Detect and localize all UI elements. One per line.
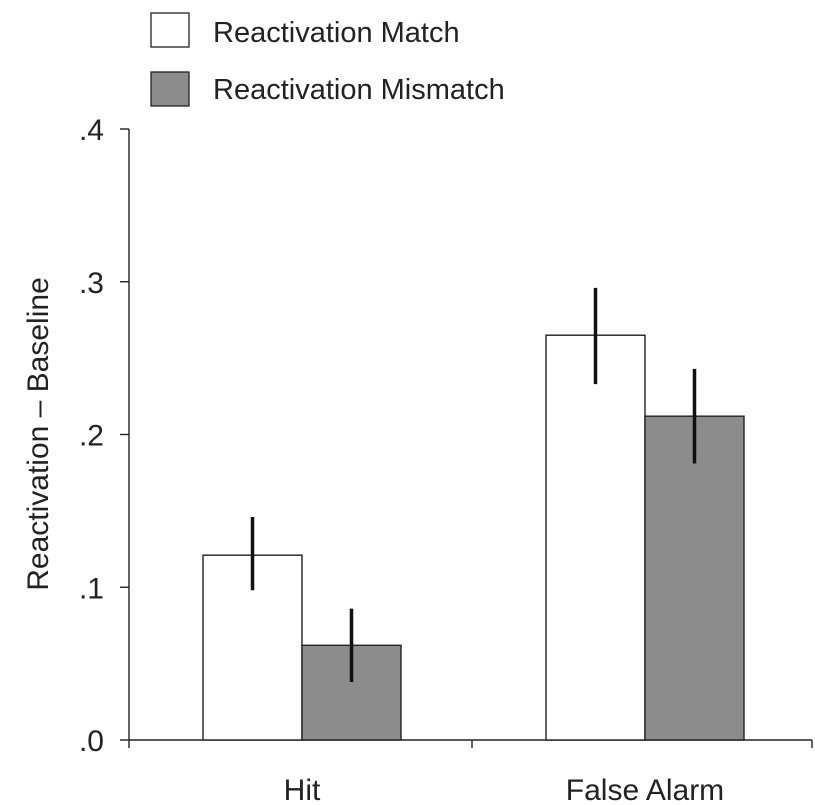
- y-tick-label: .2: [79, 420, 104, 453]
- x-tick-label: Hit: [284, 774, 321, 805]
- legend-label-mismatch: Reactivation Mismatch: [213, 74, 505, 106]
- axes: .0 .1 .2 .3 .4 Hit False Alarm: [79, 114, 813, 805]
- legend-swatch-match: [150, 12, 190, 48]
- y-tick-label: .4: [79, 114, 104, 147]
- bars: [202, 287, 745, 741]
- y-tick-label: .3: [79, 267, 104, 300]
- x-tick-label: False Alarm: [566, 774, 724, 805]
- legend: Reactivation Match Reactivation Mismatch: [150, 12, 505, 107]
- y-tick-label: .0: [79, 725, 104, 758]
- bar: [545, 334, 646, 741]
- bar: [644, 415, 745, 741]
- y-axis-label: Reactivation – Baseline: [22, 277, 55, 591]
- legend-swatch-mismatch: [150, 71, 190, 107]
- legend-label-match: Reactivation Match: [213, 17, 460, 49]
- bar: [301, 644, 402, 741]
- y-tick-label: .1: [79, 572, 104, 605]
